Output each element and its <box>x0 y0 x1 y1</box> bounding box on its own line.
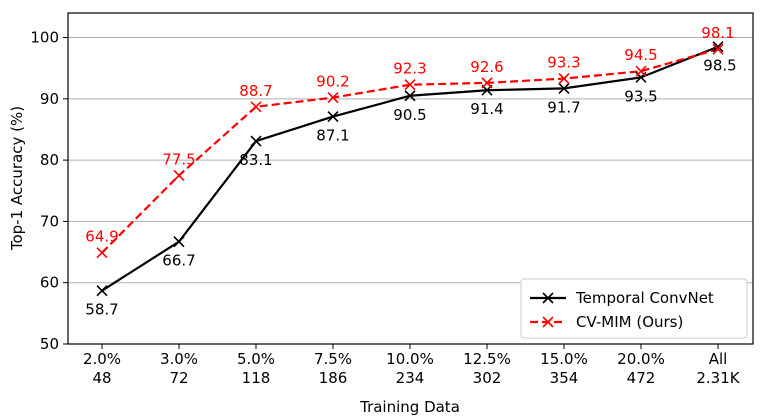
y-tick-label: 90 <box>40 90 59 108</box>
data-point-cv-mim-ours <box>327 92 339 104</box>
x-tick-sublabel: 2.31K <box>696 369 740 387</box>
data-label: 98.1 <box>701 24 734 42</box>
data-point-cv-mim-ours <box>404 79 416 91</box>
data-point-temporal-convnet <box>173 236 185 248</box>
y-tick-label: 60 <box>40 274 59 292</box>
x-tick-label: 3.0% <box>160 350 198 368</box>
data-label: 94.5 <box>624 46 657 64</box>
data-point-temporal-convnet <box>404 90 416 102</box>
x-tick-sublabel: 354 <box>550 369 579 387</box>
data-label: 83.1 <box>239 151 272 169</box>
legend-box <box>520 278 748 339</box>
data-labels: 58.7 66.7 83.1 87.1 90.5 91.4 91.7 93.5 98.5 64.9… <box>85 24 736 319</box>
data-point-temporal-convnet <box>558 82 570 94</box>
y-tick-label: 70 <box>40 212 59 230</box>
data-label: 88.7 <box>239 82 272 100</box>
data-point-temporal-convnet <box>250 135 262 147</box>
x-tick-sublabel: 234 <box>396 369 425 387</box>
data-label: 90.5 <box>393 106 426 124</box>
data-label: 92.6 <box>470 58 503 76</box>
data-label: 91.7 <box>547 98 580 116</box>
y-axis-title: Top-1 Accuracy (%) <box>8 106 26 251</box>
x-axis-title: Training Data <box>359 398 460 416</box>
x-tick-sublabel: 302 <box>473 369 502 387</box>
data-label: 66.7 <box>162 252 195 270</box>
legend-label: CV-MIM (Ours) <box>576 313 683 331</box>
x-tick-sublabel: 186 <box>319 369 348 387</box>
x-tick-label: 15.0% <box>540 350 588 368</box>
data-label: 77.5 <box>162 150 195 168</box>
data-point-temporal-convnet <box>327 111 339 123</box>
legend-label: Temporal ConvNet <box>575 289 714 307</box>
legend: Temporal ConvNet CV-MIM (Ours) <box>520 278 748 339</box>
x-tick-sublabel: 472 <box>627 369 656 387</box>
data-label: 98.5 <box>703 57 736 75</box>
data-label: 91.4 <box>470 100 503 118</box>
data-point-cv-mim-ours <box>558 73 570 85</box>
data-point-cv-mim-ours <box>712 43 724 55</box>
data-point-cv-mim-ours <box>173 169 185 182</box>
x-tick-label: 7.5% <box>314 350 352 368</box>
data-label: 64.9 <box>85 228 118 246</box>
data-point-cv-mim-ours <box>96 247 108 259</box>
x-tick-label: 2.0% <box>83 350 121 368</box>
x-tick-sublabel: 48 <box>92 369 111 387</box>
x-tick-label: 20.0% <box>617 350 665 368</box>
x-tick-sublabel: 118 <box>242 369 271 387</box>
data-point-cv-mim-ours <box>481 77 493 89</box>
data-label: 93.5 <box>624 87 657 105</box>
data-point-cv-mim-ours <box>250 101 262 113</box>
x-tick-label: 5.0% <box>237 350 275 368</box>
x-tick-label: All <box>709 350 728 368</box>
data-label: 87.1 <box>316 127 349 145</box>
data-label: 90.2 <box>316 73 349 91</box>
series-markers <box>96 41 724 297</box>
legend-marker-temporal-convnet <box>542 292 554 304</box>
data-label: 92.3 <box>393 60 426 78</box>
x-tick-sublabel: 72 <box>169 369 188 387</box>
data-label: 58.7 <box>85 301 118 319</box>
data-point-temporal-convnet <box>712 41 724 53</box>
x-tick-label: 12.5% <box>463 350 511 368</box>
y-tick-label: 80 <box>40 151 59 169</box>
data-point-temporal-convnet <box>96 285 108 297</box>
axes: 50 60 70 80 90 100 2.0%48 3.0%72 5.0%118 7.5%186 1… <box>30 29 740 387</box>
legend-marker-cv-mim-ours <box>542 316 554 328</box>
y-tick-label: 50 <box>40 335 59 353</box>
data-point-cv-mim-ours <box>635 65 647 77</box>
data-label: 93.3 <box>547 54 580 72</box>
x-tick-label: 10.0% <box>386 350 434 368</box>
y-tick-label: 100 <box>30 29 59 47</box>
